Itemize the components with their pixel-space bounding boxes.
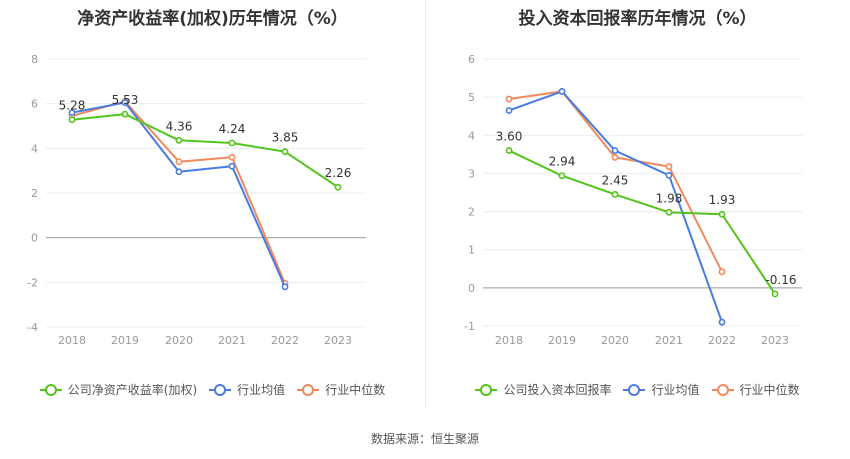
x-tick-label: 2023 (324, 334, 352, 347)
y-tick-label: 5 (468, 91, 475, 104)
y-tick-label: 4 (468, 129, 475, 142)
data-label: 3.85 (272, 131, 299, 145)
roic-chart-legend: 公司投入资本回报率 行业均值 行业中位数 (425, 381, 850, 398)
roe-chart-panel: 净资产收益率(加权)历年情况（%） -4 -2 0 2 4 6 8 2018 2019 2020 2… (0, 0, 425, 410)
x-tick-label: 2020 (601, 334, 629, 347)
series-line (508, 149, 776, 295)
y-tick-label: 8 (31, 53, 38, 66)
y-tick-label: 6 (468, 53, 475, 66)
data-label: 1.98 (656, 191, 683, 205)
data-point (334, 183, 342, 191)
data-point (228, 153, 236, 161)
panel-divider (425, 0, 426, 410)
legend-swatch-median (297, 383, 320, 396)
legend-item-company-roic[interactable]: 公司投入资本回报率 (475, 381, 611, 398)
legend-label-company-roic: 公司投入资本回报率 (503, 383, 612, 397)
data-label: 4.36 (166, 119, 193, 133)
x-tick-label: 2021 (218, 334, 246, 347)
data-point (175, 136, 183, 144)
data-point (718, 210, 726, 218)
data-point (228, 162, 236, 170)
data-point (558, 172, 566, 180)
y-tick-label: 2 (468, 206, 475, 219)
legend-label-industry-median: 行业中位数 (739, 383, 800, 397)
data-point (718, 268, 726, 276)
series-line (71, 113, 339, 189)
data-label: 3.60 (496, 130, 523, 144)
x-tick-label: 2022 (271, 334, 299, 347)
legend-swatch-mean (209, 383, 232, 396)
legend-swatch-company (39, 383, 62, 396)
roe-chart-plot: -4 -2 0 2 4 6 8 2018 2019 2020 2021 2022 2023 5.28 5.5… (27, 53, 366, 347)
data-label: 1.93 (709, 193, 736, 207)
legend-label-industry-mean: 行业均值 (651, 383, 700, 397)
data-point (718, 318, 726, 326)
data-point (771, 290, 779, 298)
data-point (558, 88, 566, 95)
x-tick-label: 2023 (761, 334, 789, 347)
y-tick-label: 0 (31, 232, 38, 245)
data-point (505, 147, 513, 154)
data-point (611, 154, 619, 161)
data-point (665, 163, 673, 170)
data-point (228, 139, 236, 147)
x-tick-label: 2020 (165, 334, 193, 347)
data-point (505, 95, 513, 103)
data-point (281, 283, 289, 291)
data-point (665, 171, 673, 179)
data-point (121, 110, 129, 118)
y-tick-label: -4 (27, 321, 38, 334)
data-label: 5.28 (59, 99, 86, 113)
data-point (175, 158, 183, 166)
x-tick-label: 2018 (58, 334, 86, 347)
data-label: 2.94 (549, 155, 576, 169)
legend-item-industry-mean[interactable]: 行业均值 (209, 381, 285, 398)
data-point (611, 191, 619, 198)
y-tick-label: 1 (468, 244, 475, 257)
y-tick-label: -1 (464, 320, 475, 333)
data-point (665, 208, 673, 216)
roe-chart-legend: 公司净资产收益率(加权) 行业均值 行业中位数 (0, 381, 425, 398)
y-tick-label: 0 (468, 282, 475, 295)
legend-label-company-roe: 公司净资产收益率(加权) (67, 383, 198, 397)
x-tick-label: 2018 (495, 334, 523, 347)
legend-swatch-median (711, 383, 734, 396)
data-label: -0.16 (765, 273, 796, 287)
roic-chart-panel: 投入资本回报率历年情况（%） -1 0 1 2 3 4 5 6 2018 2019 2020 2021… (425, 0, 850, 410)
legend-item-company-roe[interactable]: 公司净资产收益率(加权) (39, 381, 198, 398)
y-tick-label: -2 (27, 276, 38, 289)
legend-swatch-mean (623, 383, 646, 396)
data-label: 2.26 (325, 166, 352, 180)
y-tick-label: 2 (31, 187, 38, 200)
y-tick-label: 4 (31, 142, 38, 155)
x-tick-label: 2021 (655, 334, 683, 347)
legend-item-industry-median[interactable]: 行业中位数 (711, 381, 800, 398)
data-point (611, 147, 619, 154)
x-tick-label: 2022 (708, 334, 736, 347)
legend-item-industry-mean[interactable]: 行业均值 (623, 381, 700, 398)
roe-chart-title: 净资产收益率(加权)历年情况（%） (77, 9, 348, 29)
legend-item-industry-median[interactable]: 行业中位数 (297, 381, 385, 398)
legend-label-industry-median: 行业中位数 (325, 383, 386, 397)
x-tick-label: 2019 (111, 334, 139, 347)
x-tick-label: 2019 (548, 334, 576, 347)
data-point (68, 109, 76, 116)
data-point (68, 116, 76, 124)
data-source-note: 数据来源：恒生聚源 (370, 432, 479, 446)
data-label: 5.53 (112, 93, 139, 107)
legend-label-industry-mean: 行业均值 (237, 383, 286, 397)
y-tick-label: 6 (31, 98, 38, 111)
legend-swatch-company (475, 383, 498, 396)
data-label: 4.24 (219, 122, 246, 136)
data-point (175, 168, 183, 176)
data-point (121, 99, 129, 106)
data-point (505, 107, 513, 114)
roic-chart-plot: -1 0 1 2 3 4 5 6 2018 2019 2020 2021 2022 2023 3.60 2.9… (464, 53, 802, 347)
data-label: 2.45 (602, 173, 629, 187)
roic-chart-title: 投入资本回报率历年情况（%） (518, 9, 757, 29)
data-point (281, 148, 289, 156)
y-tick-label: 3 (468, 167, 475, 180)
